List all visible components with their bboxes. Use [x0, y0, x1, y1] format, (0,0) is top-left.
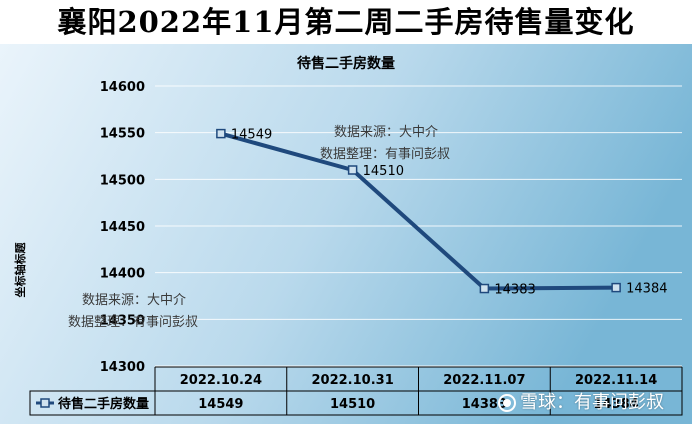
data-label: 14383: [494, 283, 535, 298]
watermark: 雪球：有事问彭叔: [498, 388, 688, 418]
legend-series-name: 待售二手房数量: [57, 396, 149, 412]
data-point-marker: [611, 282, 621, 293]
y-tick-label: 14400: [100, 267, 145, 282]
x-category-label: 2022.10.24: [180, 373, 262, 388]
data-table: 2022.10.24 2022.10.31 2022.11.07 2022.11.14…: [29, 366, 683, 416]
table-cell-value: 14510: [330, 397, 375, 412]
y-tick-label: 14350: [100, 313, 145, 328]
annotation-organizer-2: 数据整理：有事问彭叔: [68, 315, 198, 330]
table-cell-value: 14384: [594, 397, 639, 412]
grid-lines: [155, 85, 682, 367]
y-tick-label: 14300: [100, 360, 145, 375]
y-axis-title: 坐标轴标题: [13, 242, 27, 298]
x-category-label: 2022.10.31: [312, 373, 394, 388]
x-category-label: 2022.11.14: [575, 373, 657, 388]
table-cell-value: 14549: [198, 397, 243, 412]
y-tick-label: 14550: [100, 127, 145, 142]
chart-background: [0, 44, 692, 424]
snowball-logo-icon: [498, 394, 516, 412]
series-line-group: [216, 128, 621, 294]
data-labels: 14549 14510 14383 14384: [231, 128, 668, 298]
y-tick-label: 14450: [100, 220, 145, 235]
data-point-marker: [479, 283, 490, 294]
data-label: 14510: [363, 164, 404, 179]
page-title: 襄阳2022年11月第二周二手房待售量变化: [57, 5, 635, 39]
y-axis-ticks: 14300 14350 14400 14450 14500 14550 14600: [100, 80, 145, 375]
y-tick-label: 14500: [100, 173, 145, 188]
annotation-organizer-1: 数据整理：有事问彭叔: [320, 147, 450, 162]
annotation-source-1: 数据来源：大中介: [334, 125, 438, 140]
legend-marker-swatch: [40, 398, 50, 408]
annotation-group: 数据来源：大中介 数据整理：有事问彭叔 数据来源：大中介 数据整理：有事问彭叔: [68, 125, 450, 330]
data-label: 14549: [231, 128, 272, 143]
table-cell-value: 14383: [462, 397, 507, 412]
chart-title: 待售二手房数量: [297, 55, 395, 72]
y-tick-label: 14600: [100, 80, 145, 95]
data-point-marker: [216, 128, 226, 139]
title-bar: 襄阳2022年11月第二周二手房待售量变化: [0, 0, 692, 44]
data-label: 14384: [626, 282, 667, 297]
series-line: [220, 131, 617, 291]
chart: 待售二手房数量 坐标轴标题 14300143501440014450145001…: [0, 44, 692, 424]
annotation-source-2: 数据来源：大中介: [82, 293, 186, 308]
data-point-marker: [347, 165, 358, 175]
x-category-label: 2022.11.07: [443, 373, 525, 388]
watermark-text: 雪球：有事问彭叔: [520, 392, 664, 413]
